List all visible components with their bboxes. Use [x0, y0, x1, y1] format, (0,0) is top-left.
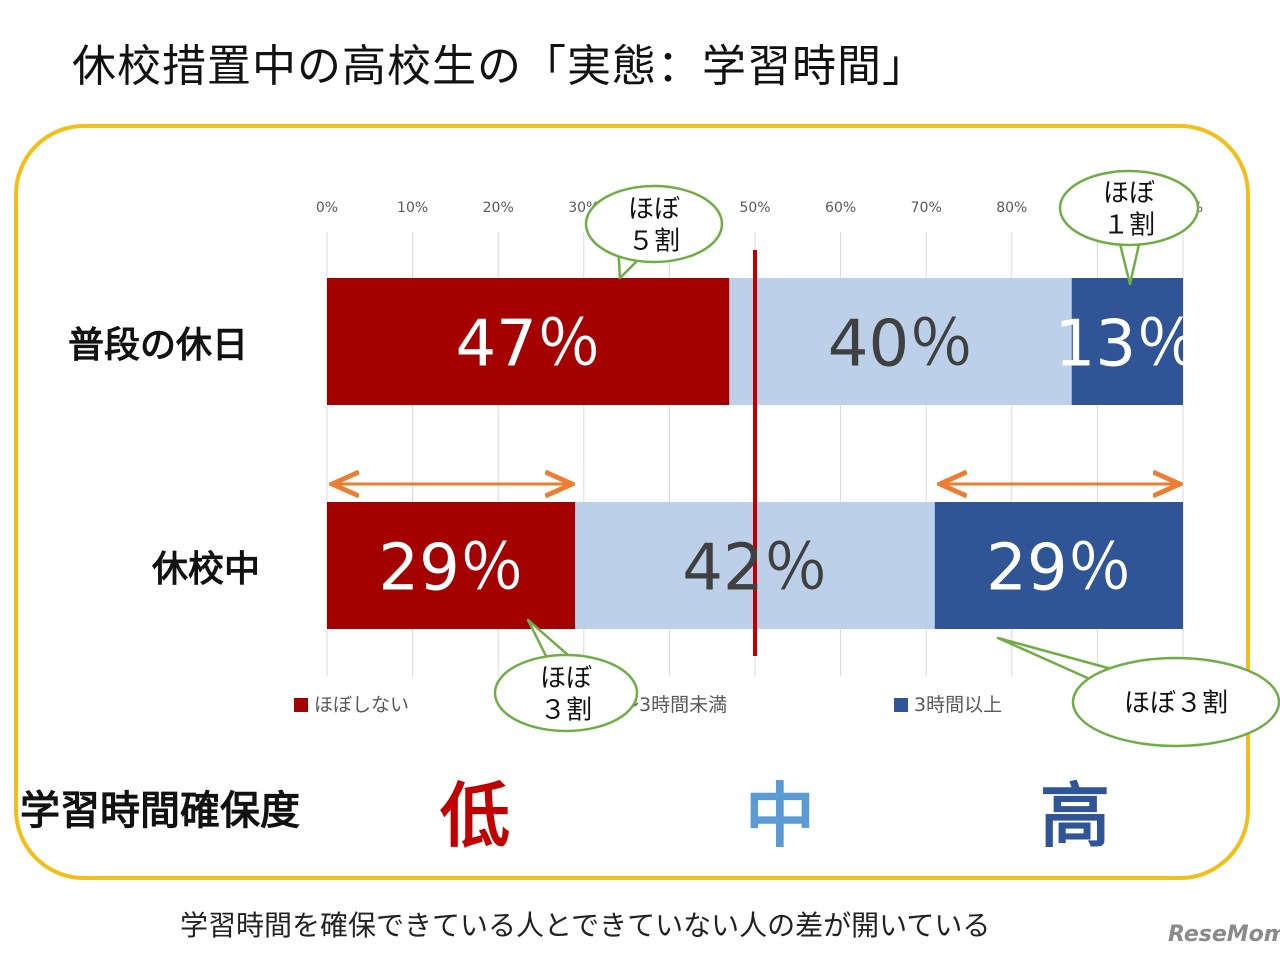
- metric-label: 学習時間確保度: [20, 788, 300, 834]
- legend-label: ほぼしない: [314, 694, 409, 716]
- level-high: 高: [1040, 775, 1110, 857]
- data-label: 13％: [1055, 308, 1200, 382]
- x-tick-label: 70%: [911, 200, 942, 216]
- bar-segment: [327, 502, 576, 629]
- data-label: 40％: [828, 308, 973, 382]
- bar-segment: [1071, 278, 1183, 405]
- x-tick-label: 80%: [996, 200, 1027, 216]
- x-tick-label: 50%: [739, 200, 770, 216]
- callout-fill: [497, 657, 635, 729]
- legend-label: ～3時間未満: [620, 694, 727, 716]
- data-label: 29％: [378, 532, 523, 606]
- highlight-frame: [14, 124, 1250, 880]
- row-label-holiday: 普段の休日: [68, 325, 249, 366]
- bar-segment: [729, 278, 1072, 405]
- legend-swatch: [294, 698, 308, 712]
- callout-text: ほぼ: [540, 663, 592, 693]
- data-label: 47％: [455, 308, 600, 382]
- callout-text: ほぼ: [628, 194, 680, 224]
- legend-swatch: [894, 698, 908, 712]
- legend-label: 3時間以上: [914, 694, 1002, 716]
- callout-text: １割: [1103, 210, 1155, 240]
- x-tick-label: 10%: [397, 200, 428, 216]
- data-label: 29％: [986, 532, 1131, 606]
- brand-logo: ReseMom: [1168, 922, 1280, 947]
- footer-note: 学習時間を確保できている人とできていない人の差が開いている: [180, 909, 991, 942]
- bar-segment: [934, 502, 1183, 629]
- x-tick-label: 0%: [316, 200, 338, 216]
- callout-text: ５割: [628, 226, 680, 256]
- data-label: 42％: [682, 532, 827, 606]
- callout-text: ３割: [540, 695, 592, 725]
- row-label-closure: 休校中: [152, 549, 261, 590]
- callout-text: ほぼ: [1103, 178, 1155, 208]
- slide-title: 休校措置中の高校生の「実態：学習時間」: [72, 41, 927, 92]
- callout-fill: [588, 188, 720, 260]
- level-mid: 中: [745, 775, 815, 857]
- callout-fill: [1062, 173, 1196, 243]
- callout-fill: [1075, 660, 1277, 744]
- callout-text: ほぼ３割: [1124, 688, 1228, 718]
- x-tick-label: 20%: [483, 200, 514, 216]
- x-tick-label: 60%: [825, 200, 856, 216]
- level-low: 低: [440, 775, 510, 857]
- callout-tail: [996, 636, 1110, 682]
- bar-segment: [327, 278, 730, 405]
